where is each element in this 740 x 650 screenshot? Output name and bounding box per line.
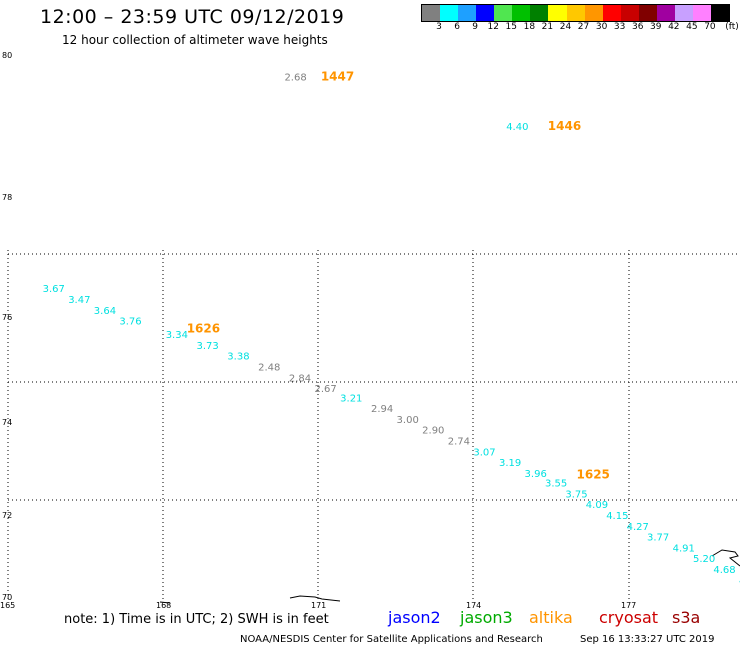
colorbar-swatch — [638, 5, 657, 21]
colorbar-label: 24 — [559, 22, 572, 32]
colorbar-swatch — [530, 5, 549, 21]
map-grid — [7, 250, 740, 600]
colorbar-swatch — [711, 5, 730, 21]
legend-s3a: s3a — [672, 608, 701, 627]
colorbar-label: 12 — [487, 22, 499, 32]
wave-height-value: 2.48 — [258, 363, 280, 374]
colorbar-swatch — [620, 5, 639, 21]
longitude-label: 171 — [311, 601, 326, 610]
colorbar-swatch — [656, 5, 675, 21]
colorbar-swatch — [458, 5, 477, 21]
latitude-label: 70 — [2, 593, 12, 602]
wave-height-value: 3.07 — [473, 447, 495, 458]
coastline — [159, 601, 171, 604]
wave-height-value: 3.67 — [43, 284, 65, 295]
legend-jason2: jason2 — [388, 608, 441, 627]
colorbar-swatch — [602, 5, 621, 21]
pass-time-label: 1446 — [548, 119, 581, 133]
colorbar-swatch — [584, 5, 603, 21]
colorbar-label: 42 — [668, 22, 680, 32]
colorbar-swatch — [476, 5, 495, 21]
colorbar-label: 9 — [472, 22, 479, 32]
wave-height-value: 3.55 — [545, 479, 567, 490]
pass-time-label: 1447 — [321, 70, 354, 84]
wave-height-value: 3.21 — [340, 393, 362, 404]
colorbar-swatch — [440, 5, 459, 21]
colorbar-swatch — [548, 5, 567, 21]
wave-height-value: 3.77 — [647, 533, 669, 544]
longitude-label: 174 — [466, 601, 481, 610]
legend-jason3: jason3 — [460, 608, 513, 627]
colorbar-label: 18 — [523, 22, 536, 32]
credit-line: NOAA/NESDIS Center for Satellite Applica… — [240, 634, 543, 645]
colorbar-swatch — [674, 5, 693, 21]
wave-height-value: 2.90 — [422, 426, 444, 437]
colorbar-label: 39 — [650, 22, 662, 32]
wave-height-value: 2.74 — [448, 436, 470, 447]
wave-height-values: 2.68 3.673.47 3.643.76 3.34 3.73 3.38 2.48 2.84… — [43, 73, 740, 587]
wave-height-value: 4.91 — [673, 543, 695, 554]
wave-height-value: 2.67 — [315, 384, 337, 395]
longitude-label: 177 — [621, 601, 636, 610]
colorbar-label: 27 — [577, 22, 590, 32]
longitude-label: 165 — [0, 601, 15, 610]
latitude-label: 76 — [2, 313, 12, 322]
latitude-label: 72 — [2, 511, 12, 520]
wave-height-value: 3.19 — [499, 458, 521, 469]
colorbar-swatch — [566, 5, 585, 21]
latitude-label: 78 — [2, 193, 12, 202]
units-note: note: 1) Time is in UTC; 2) SWH is in fe… — [64, 612, 329, 627]
colorbar-label: 45 — [686, 22, 698, 32]
longitude-label: 168 — [156, 601, 171, 610]
wave-height-value: 3.47 — [68, 295, 90, 306]
wave-height-value: 3.38 — [227, 352, 249, 363]
colorbar-label: (ft) — [725, 22, 739, 32]
wave-height-value: 3.00 — [397, 415, 419, 426]
wave-height-value: 2.68 — [284, 73, 306, 84]
colorbar-label: 3 — [436, 22, 442, 32]
wave-height-value: 4.15 — [606, 511, 628, 522]
wave-height-value: 2.94 — [371, 404, 393, 415]
wave-height-value: 3.96 — [525, 469, 547, 480]
wave-height-value: 4.09 — [586, 500, 608, 511]
wave-height-value: 2.84 — [289, 373, 311, 384]
wave-height-value: 3.75 — [565, 489, 587, 500]
wave-height-value: 4.40 — [506, 122, 528, 133]
wave-height-colorbar — [421, 4, 730, 22]
colorbar-swatch — [494, 5, 513, 21]
colorbar-label: 36 — [631, 22, 644, 32]
wave-height-value: 3.34 — [166, 330, 188, 341]
legend-cryosat: cryosat — [599, 608, 659, 627]
wave-height-value: 4.68 — [713, 565, 735, 576]
wave-height-value: 3.73 — [197, 341, 219, 352]
latitude-label: 80 — [2, 51, 12, 60]
colorbar-label: 70 — [704, 22, 716, 32]
colorbar-swatch — [692, 5, 711, 21]
generation-timestamp: Sep 16 13:33:27 UTC 2019 — [580, 634, 715, 645]
coastline — [711, 549, 740, 567]
legend-altika: altika — [529, 608, 573, 627]
page-title: 12:00 – 23:59 UTC 09/12/2019 — [40, 6, 345, 28]
colorbar-label: 15 — [505, 22, 518, 32]
pass-time-label: 1625 — [577, 468, 610, 482]
colorbar-label: 6 — [454, 22, 460, 32]
coastline — [289, 595, 341, 602]
wave-height-value: 4.27 — [627, 522, 649, 533]
wave-height-value: 5.20 — [693, 554, 715, 565]
colorbar-label: 21 — [541, 22, 554, 32]
wave-height-value: 3.76 — [119, 317, 141, 328]
wave-height-value: 3.64 — [94, 306, 116, 317]
colorbar-label: 30 — [595, 22, 608, 32]
latitude-label: 74 — [2, 418, 12, 427]
colorbar-labels: 3 6 9 12 15 18 21 24 27 30 33 36 39 42 45 70 (ft) — [421, 22, 739, 34]
colorbar-label: 33 — [613, 22, 626, 32]
coastlines — [159, 549, 740, 604]
pass-time-labels: 1447 1446 1626 1625 — [187, 70, 610, 482]
colorbar-swatch — [512, 5, 531, 21]
pass-time-label: 1626 — [187, 322, 220, 336]
page-subtitle: 12 hour collection of altimeter wave hei… — [62, 33, 328, 47]
colorbar-swatch — [422, 5, 441, 21]
